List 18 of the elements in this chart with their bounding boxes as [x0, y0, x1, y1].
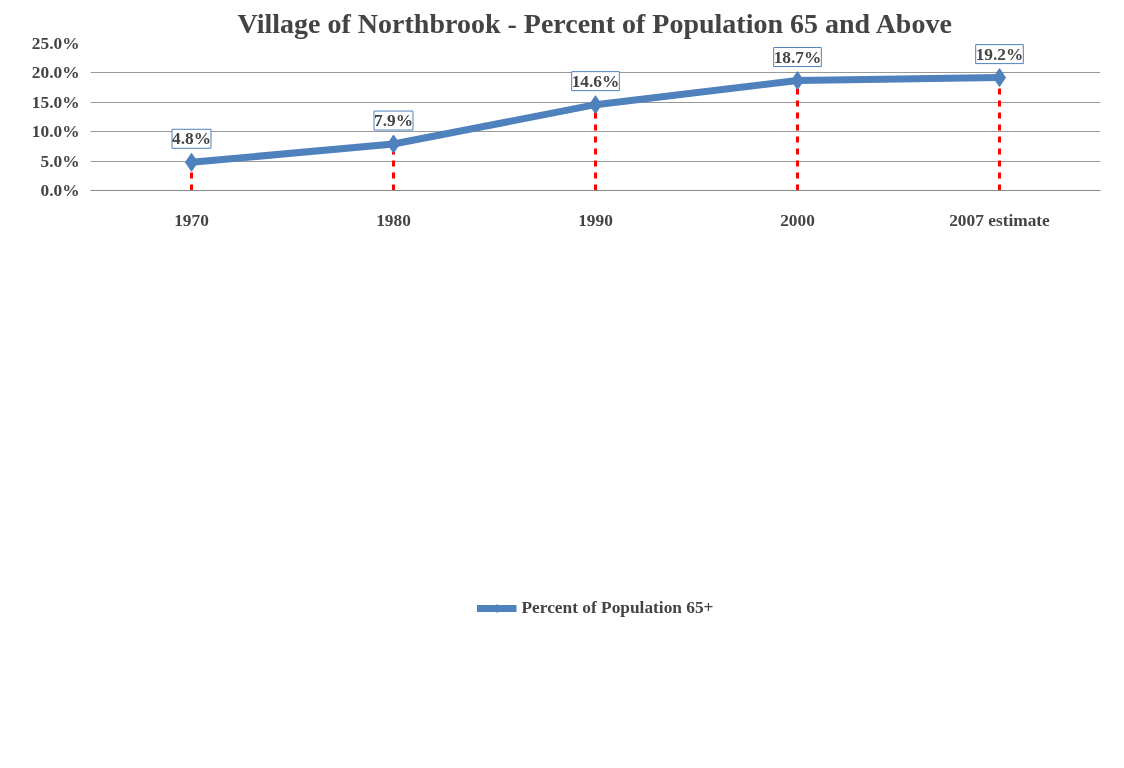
- x-tick-label: 1990: [578, 210, 613, 230]
- y-tick-label: 15.0%: [31, 92, 80, 112]
- y-tick-label: 25.0%: [31, 34, 80, 53]
- chart-title: Village of Northbrook - Percent of Population 65 and Above: [237, 7, 952, 39]
- x-tick-label: 1980: [376, 210, 411, 230]
- data-label: 18.7%: [773, 47, 822, 67]
- legend-label: Percent of Population 65+: [521, 598, 714, 618]
- y-tick-label: 0.0%: [40, 181, 80, 200]
- x-tick-label: 2007 estimate: [949, 210, 1051, 230]
- y-tick-label: 5.0%: [40, 151, 80, 171]
- x-tick-label: 2000: [780, 210, 815, 230]
- data-label: 19.2%: [975, 44, 1024, 64]
- y-tick-label: 10.0%: [31, 122, 80, 142]
- data-label: 14.6%: [571, 71, 620, 91]
- x-tick-label: 1970: [174, 210, 209, 230]
- data-label: 4.8%: [172, 129, 212, 149]
- y-tick-label: 20.0%: [31, 63, 80, 83]
- data-label: 7.9%: [374, 111, 414, 131]
